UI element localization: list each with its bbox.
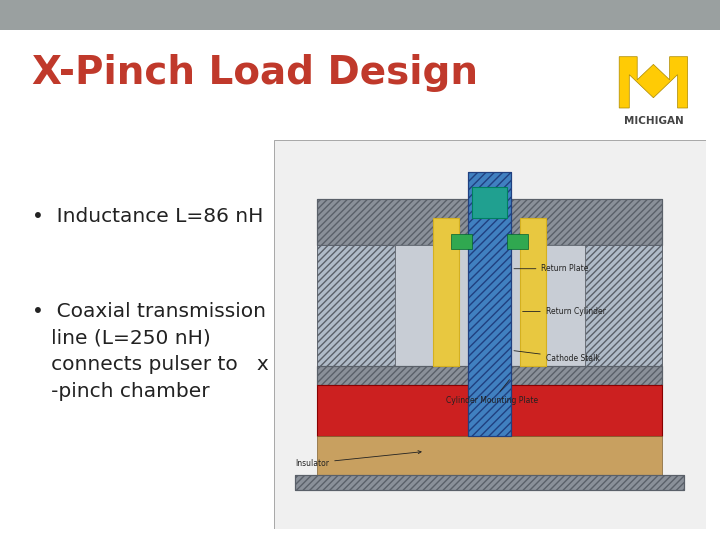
Text: •  Inductance L=86 nH: • Inductance L=86 nH — [32, 206, 264, 226]
Text: MICHIGAN: MICHIGAN — [624, 116, 683, 126]
FancyBboxPatch shape — [0, 0, 720, 30]
FancyBboxPatch shape — [520, 218, 546, 366]
FancyBboxPatch shape — [295, 475, 684, 490]
Text: •  Coaxial transmission
   line (L=250 nH)
   connects pulser to   x
   -pinch c: • Coaxial transmission line (L=250 nH) c… — [32, 302, 269, 401]
FancyBboxPatch shape — [274, 140, 706, 529]
FancyBboxPatch shape — [451, 234, 472, 249]
FancyBboxPatch shape — [317, 245, 395, 366]
FancyBboxPatch shape — [507, 234, 528, 249]
Text: Cathode Stalk: Cathode Stalk — [514, 350, 600, 363]
FancyBboxPatch shape — [317, 366, 662, 386]
FancyBboxPatch shape — [468, 172, 511, 436]
FancyBboxPatch shape — [317, 199, 662, 245]
FancyBboxPatch shape — [472, 187, 507, 218]
Text: X-Pinch Load Design: X-Pinch Load Design — [32, 54, 478, 92]
FancyBboxPatch shape — [585, 245, 662, 366]
Text: Return Cylinder: Return Cylinder — [523, 307, 606, 316]
FancyBboxPatch shape — [317, 386, 662, 436]
Text: Return Plate: Return Plate — [514, 264, 589, 273]
FancyBboxPatch shape — [433, 218, 459, 366]
FancyBboxPatch shape — [395, 245, 585, 366]
Polygon shape — [619, 57, 688, 108]
FancyBboxPatch shape — [317, 436, 662, 475]
Text: Cylinder Mounting Plate: Cylinder Mounting Plate — [446, 380, 539, 406]
Text: Insulator: Insulator — [295, 450, 421, 468]
